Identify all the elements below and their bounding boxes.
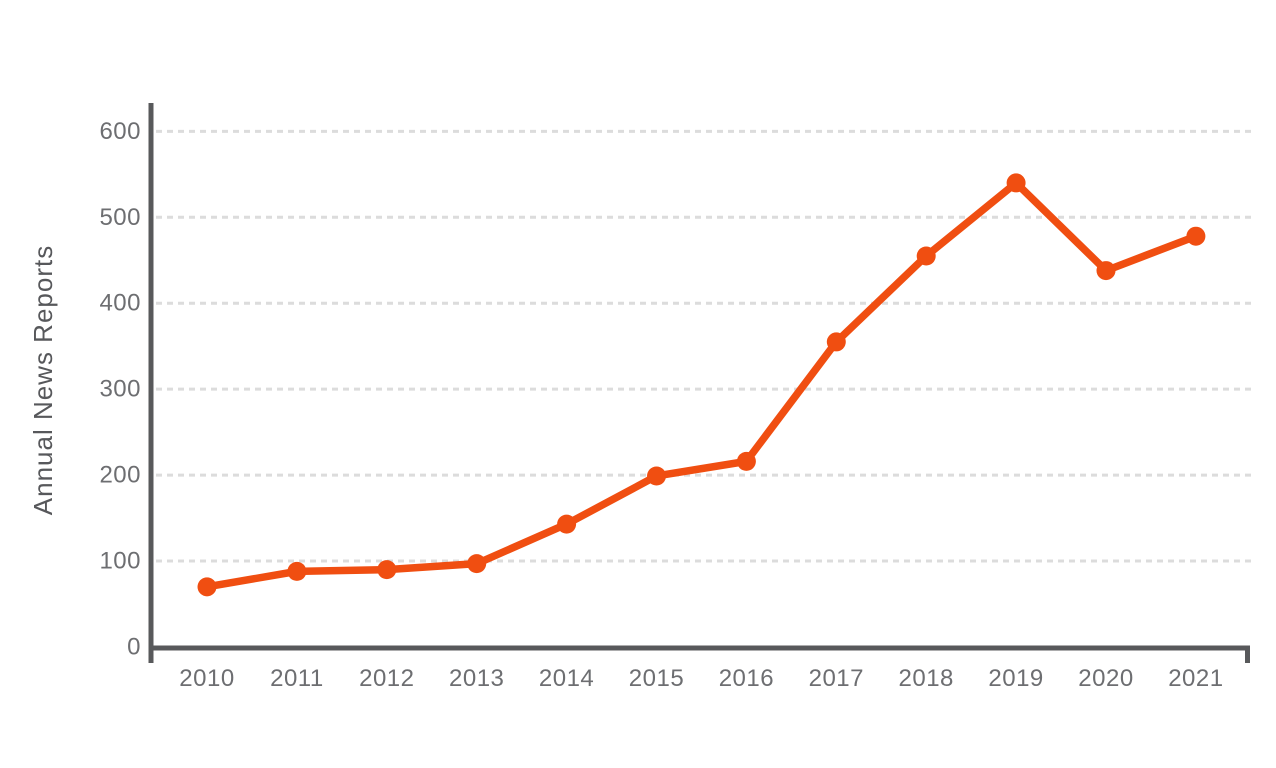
x-tick-label-2012: 2012 xyxy=(359,665,414,692)
x-tick-label-2020: 2020 xyxy=(1078,665,1133,692)
data-point-2021 xyxy=(1186,226,1206,246)
x-tick-label-2018: 2018 xyxy=(899,665,954,692)
data-point-2016 xyxy=(736,451,756,471)
data-point-2012 xyxy=(377,560,397,580)
data-point-2020 xyxy=(1096,261,1116,281)
x-tick-label-2019: 2019 xyxy=(988,665,1043,692)
y-tick-label-300: 300 xyxy=(99,376,141,403)
y-tick-label-0: 0 xyxy=(127,634,141,661)
x-tick-label-2016: 2016 xyxy=(719,665,774,692)
axes-group xyxy=(148,103,1250,663)
data-point-2014 xyxy=(557,514,577,534)
x-tick-label-2013: 2013 xyxy=(449,665,504,692)
gridlines-group xyxy=(156,129,1256,563)
y-tick-label-500: 500 xyxy=(99,204,141,231)
data-point-2019 xyxy=(1006,173,1026,193)
y-tick-label-100: 100 xyxy=(99,548,141,575)
series-line xyxy=(203,179,1200,591)
data-point-2015 xyxy=(647,466,666,486)
y-tick-label-400: 400 xyxy=(99,290,141,317)
series-group xyxy=(197,173,1206,597)
data-point-2013 xyxy=(467,554,487,574)
x-tick-label-2014: 2014 xyxy=(539,665,594,692)
x-tick-label-2021: 2021 xyxy=(1168,665,1223,692)
y-tick-label-600: 600 xyxy=(99,118,141,145)
data-point-2010 xyxy=(197,577,217,597)
data-point-2011 xyxy=(287,561,307,581)
x-tick-label-2010: 2010 xyxy=(179,665,234,692)
y-axis-title: Annual News Reports xyxy=(28,245,58,515)
y-tick-label-200: 200 xyxy=(99,462,141,489)
tick-labels-group: 0 100 200 300 400 500 600 2010 2011 2012 2013 2014 2… xyxy=(99,118,1223,692)
x-tick-label-2011: 2011 xyxy=(270,665,324,692)
data-point-2018 xyxy=(916,246,936,266)
x-tick-label-2015: 2015 xyxy=(629,665,684,692)
x-tick-label-2017: 2017 xyxy=(809,665,864,692)
data-point-2017 xyxy=(826,332,846,352)
